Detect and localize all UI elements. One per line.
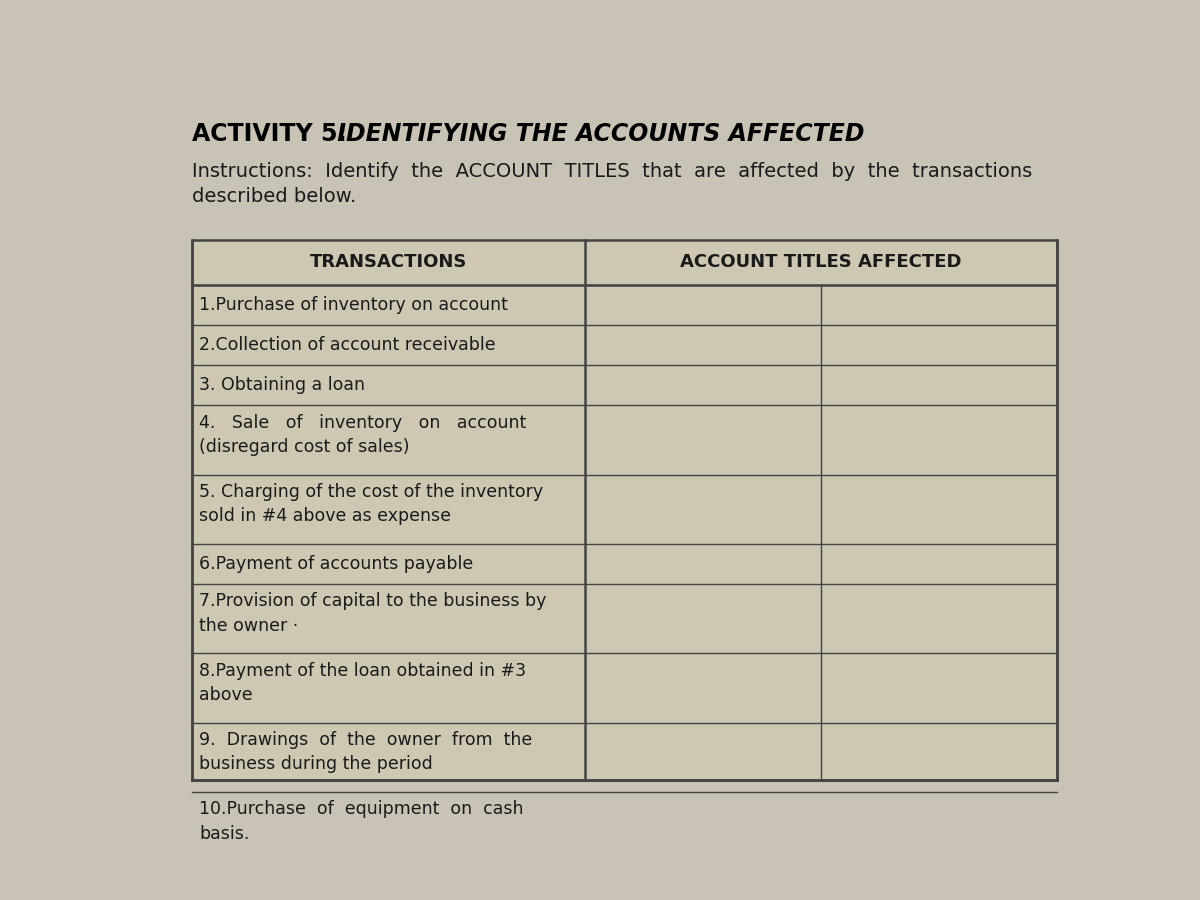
Text: IDENTIFYING THE ACCOUNTS AFFECTED: IDENTIFYING THE ACCOUNTS AFFECTED bbox=[330, 122, 865, 146]
Text: 9.  Drawings  of  the  owner  from  the
business during the period: 9. Drawings of the owner from the busine… bbox=[199, 731, 533, 773]
Text: 8.Payment of the loan obtained in #3
above: 8.Payment of the loan obtained in #3 abo… bbox=[199, 662, 527, 704]
Text: 5. Charging of the cost of the inventory
sold in #4 above as expense: 5. Charging of the cost of the inventory… bbox=[199, 483, 544, 526]
Text: Instructions:  Identify  the  ACCOUNT  TITLES  that  are  affected  by  the  tra: Instructions: Identify the ACCOUNT TITLE… bbox=[192, 162, 1032, 181]
Text: 4.   Sale   of   inventory   on   account
(disregard cost of sales): 4. Sale of inventory on account (disrega… bbox=[199, 414, 527, 456]
Text: ACCOUNT TITLES AFFECTED: ACCOUNT TITLES AFFECTED bbox=[680, 253, 962, 271]
Bar bbox=[192, 239, 1057, 780]
Text: 1.Purchase of inventory on account: 1.Purchase of inventory on account bbox=[199, 296, 508, 314]
Text: 7.Provision of capital to the business by
the owner ·: 7.Provision of capital to the business b… bbox=[199, 592, 547, 634]
Text: described below.: described below. bbox=[192, 187, 356, 206]
Text: 3. Obtaining a loan: 3. Obtaining a loan bbox=[199, 376, 365, 394]
Text: 6.Payment of accounts payable: 6.Payment of accounts payable bbox=[199, 555, 474, 573]
Text: 2.Collection of account receivable: 2.Collection of account receivable bbox=[199, 336, 496, 354]
Text: ACTIVITY 5:: ACTIVITY 5: bbox=[192, 122, 347, 146]
Text: TRANSACTIONS: TRANSACTIONS bbox=[310, 253, 467, 271]
Text: 10.Purchase  of  equipment  on  cash
basis.: 10.Purchase of equipment on cash basis. bbox=[199, 800, 523, 842]
